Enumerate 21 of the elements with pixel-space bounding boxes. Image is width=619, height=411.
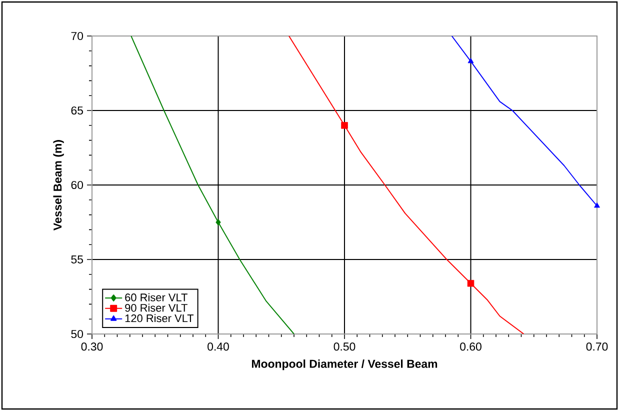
y-tick-label: 55 [71, 256, 83, 264]
y-tick-label: 60 [71, 180, 84, 190]
legend-label: 90 Riser VLT [125, 304, 188, 312]
x-tick-label: 0.70 [586, 342, 608, 351]
y-tick-label: 70 [71, 32, 84, 40]
y-tick-label: 50 [71, 330, 84, 338]
x-tick-label: 0.60 [460, 342, 482, 351]
point [468, 58, 474, 64]
point [216, 218, 221, 226]
line-series [288, 36, 524, 334]
point [594, 202, 600, 208]
y-axis-title: Vessel Beam (m) [53, 140, 64, 230]
x-tick-label: 0.40 [208, 342, 229, 351]
point [341, 122, 348, 129]
x-axis-title: Moonpool Diameter / Vessel Beam [252, 359, 438, 370]
x-tick-label: 0.30 [81, 342, 103, 351]
legend-label: 60 Riser VLT [125, 293, 188, 302]
legend-label: 120 Riser VLT [125, 314, 194, 322]
y-tick-label: 65 [71, 106, 83, 115]
x-tick-label: 0.50 [334, 342, 356, 351]
point [467, 280, 474, 287]
